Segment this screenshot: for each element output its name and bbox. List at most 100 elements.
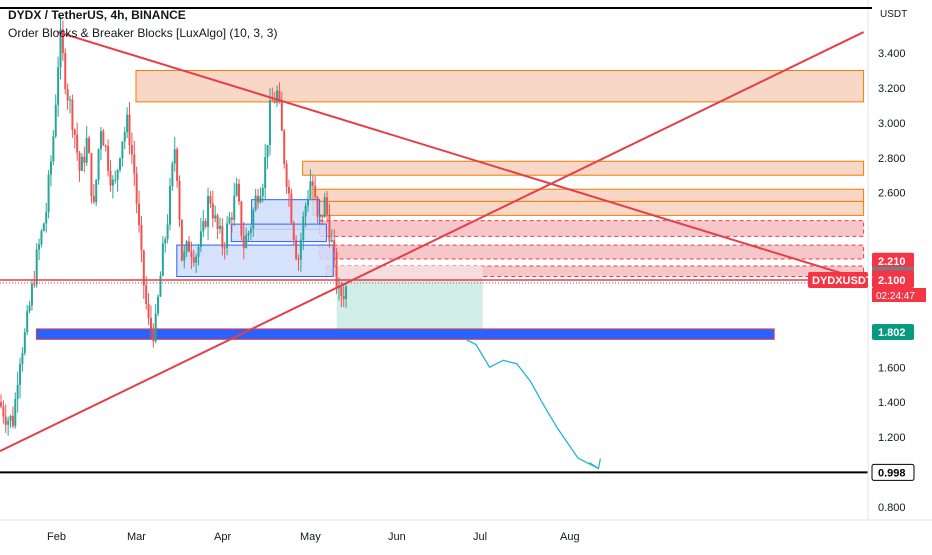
- candle[interactable]: [249, 225, 252, 241]
- candle[interactable]: [297, 254, 300, 271]
- candle[interactable]: [290, 188, 293, 224]
- order-block-bearish_breaker-6[interactable]: [325, 265, 865, 278]
- candle[interactable]: [11, 406, 14, 429]
- candle[interactable]: [223, 241, 226, 260]
- candle[interactable]: [154, 304, 157, 344]
- candle[interactable]: [128, 102, 131, 155]
- candle[interactable]: [266, 144, 269, 169]
- candle[interactable]: [71, 94, 74, 138]
- candle[interactable]: [173, 136, 176, 172]
- candle[interactable]: [66, 83, 69, 110]
- candle[interactable]: [116, 168, 119, 192]
- candle[interactable]: [259, 187, 262, 204]
- candle[interactable]: [107, 139, 110, 177]
- candle[interactable]: [188, 235, 191, 253]
- candle[interactable]: [254, 188, 257, 212]
- candle[interactable]: [292, 220, 295, 245]
- candle[interactable]: [202, 209, 205, 238]
- candle[interactable]: [111, 175, 114, 199]
- candle[interactable]: [276, 85, 279, 107]
- candle[interactable]: [147, 293, 150, 325]
- candle[interactable]: [0, 394, 2, 409]
- candle[interactable]: [80, 153, 83, 172]
- candle[interactable]: [166, 214, 169, 244]
- candle[interactable]: [88, 135, 91, 154]
- candle[interactable]: [330, 229, 333, 243]
- projection-path[interactable]: [465, 338, 599, 470]
- candle[interactable]: [9, 414, 12, 428]
- candle[interactable]: [61, 20, 64, 61]
- candle[interactable]: [240, 200, 243, 241]
- candle[interactable]: [92, 184, 95, 205]
- candle[interactable]: [252, 207, 255, 237]
- candle[interactable]: [35, 243, 38, 288]
- candle[interactable]: [235, 177, 238, 197]
- candle[interactable]: [302, 211, 305, 251]
- candle[interactable]: [85, 125, 88, 166]
- candle[interactable]: [335, 247, 338, 294]
- candle[interactable]: [321, 214, 324, 224]
- candle[interactable]: [2, 400, 5, 424]
- candle[interactable]: [328, 203, 331, 248]
- trendline-0[interactable]: [57, 31, 864, 281]
- candle[interactable]: [199, 218, 202, 253]
- candle[interactable]: [242, 221, 245, 260]
- candle[interactable]: [342, 284, 345, 307]
- candle[interactable]: [323, 192, 326, 218]
- candle[interactable]: [109, 160, 112, 192]
- position-target-zone[interactable]: [336, 280, 483, 329]
- candle[interactable]: [180, 219, 183, 262]
- indicator-title[interactable]: Order Blocks & Breaker Blocks [LuxAlgo] …: [8, 26, 278, 40]
- candle[interactable]: [280, 91, 283, 131]
- candle[interactable]: [197, 243, 200, 266]
- candle[interactable]: [99, 127, 102, 161]
- candle[interactable]: [47, 170, 50, 219]
- candle[interactable]: [121, 141, 124, 167]
- candle[interactable]: [195, 253, 198, 273]
- candle[interactable]: [295, 235, 298, 261]
- candle[interactable]: [140, 216, 143, 263]
- candle[interactable]: [145, 276, 148, 310]
- candle[interactable]: [138, 190, 141, 233]
- candle[interactable]: [152, 323, 155, 348]
- candle[interactable]: [345, 281, 348, 308]
- candle[interactable]: [314, 176, 317, 201]
- candle[interactable]: [161, 236, 164, 277]
- order-block-bearish-0[interactable]: [135, 69, 865, 103]
- support-band[interactable]: [35, 328, 775, 340]
- candle[interactable]: [133, 140, 136, 187]
- price-label-0.998[interactable]: 0.998: [871, 463, 915, 481]
- candle[interactable]: [28, 301, 31, 314]
- candle[interactable]: [42, 222, 45, 232]
- candle[interactable]: [90, 152, 93, 204]
- candle[interactable]: [171, 161, 174, 192]
- candle[interactable]: [14, 392, 17, 429]
- candle[interactable]: [119, 157, 121, 173]
- candle[interactable]: [21, 347, 24, 372]
- candle[interactable]: [52, 130, 55, 166]
- symbol-title[interactable]: DYDX / TetherUS, 4h, BINANCE: [8, 8, 186, 22]
- candle[interactable]: [123, 126, 126, 150]
- candle[interactable]: [218, 217, 221, 234]
- candle[interactable]: [209, 191, 212, 208]
- candle[interactable]: [285, 160, 288, 194]
- candle[interactable]: [4, 404, 7, 433]
- candle[interactable]: [38, 238, 41, 261]
- candle[interactable]: [16, 371, 19, 413]
- candle[interactable]: [97, 148, 100, 185]
- candle[interactable]: [311, 175, 314, 189]
- price-label-2.100[interactable]: 2.100: [872, 272, 914, 288]
- candle[interactable]: [230, 212, 233, 233]
- price-label-1.802[interactable]: 1.802: [872, 324, 914, 341]
- candle[interactable]: [204, 218, 207, 229]
- candle[interactable]: [268, 88, 271, 156]
- candle[interactable]: [185, 239, 188, 258]
- candle[interactable]: [238, 178, 240, 205]
- candle[interactable]: [135, 166, 138, 214]
- candle[interactable]: [57, 56, 60, 117]
- candle[interactable]: [318, 213, 321, 223]
- order-block-bearish_breaker-4[interactable]: [319, 220, 865, 237]
- candle[interactable]: [83, 146, 86, 173]
